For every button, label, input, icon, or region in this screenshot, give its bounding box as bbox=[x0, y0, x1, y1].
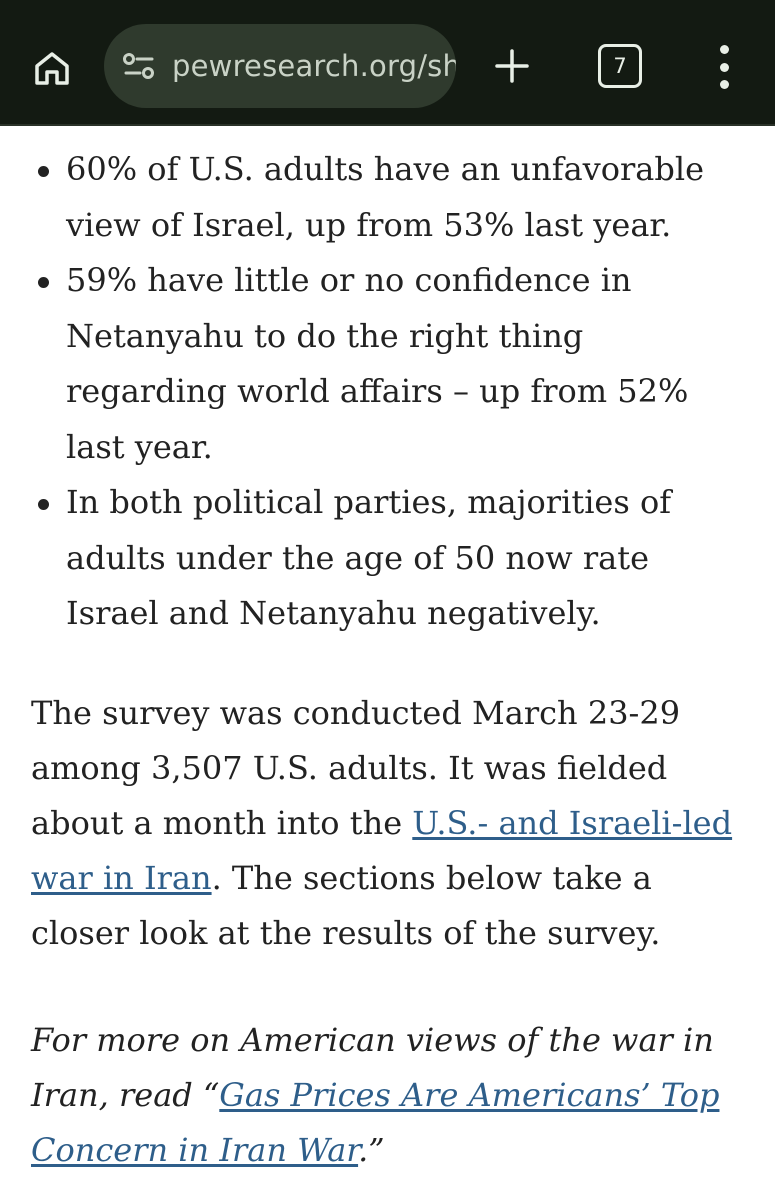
plus-icon bbox=[495, 49, 529, 83]
home-button[interactable] bbox=[22, 38, 82, 98]
more-vert-icon[interactable] bbox=[702, 40, 746, 94]
bullet-dot bbox=[38, 499, 49, 510]
list-item: 60% of U.S. adults have an unfavorable v… bbox=[0, 142, 775, 253]
war-in-iran-link[interactable]: U.S.- and Israeli-led war in Iran bbox=[31, 804, 733, 897]
bullet-dot bbox=[38, 166, 49, 177]
list-item: In both political parties, majorities of… bbox=[0, 475, 775, 642]
tab-switcher-icon[interactable]: 7 bbox=[598, 44, 642, 88]
url-text[interactable]: pewresearch.org/sho bbox=[172, 49, 456, 83]
tab-count: 7 bbox=[613, 54, 627, 78]
menu-dot bbox=[719, 80, 729, 89]
gas-prices-article-link[interactable]: Gas Prices Are Americans’ Top Concern in… bbox=[31, 1076, 720, 1169]
browser-toolbar: pewresearch.org/sho 7 bbox=[0, 0, 775, 126]
address-bar[interactable]: pewresearch.org/sho bbox=[104, 24, 456, 108]
home-icon bbox=[35, 52, 69, 85]
more-reading-paragraph: For more on American views of the war in… bbox=[31, 1013, 751, 1178]
survey-text-end: . The sections below take a closer look … bbox=[31, 859, 661, 952]
menu-dot bbox=[719, 62, 729, 72]
new-tab-button[interactable] bbox=[486, 38, 538, 94]
list-item-text: 59% have little or no confidence in Neta… bbox=[66, 261, 689, 466]
list-item-text: 60% of U.S. adults have an unfavorable v… bbox=[66, 150, 705, 244]
more-text-end: .” bbox=[358, 1131, 385, 1169]
list-item-text: In both political parties, majorities of… bbox=[66, 483, 672, 632]
more-text-start: For more on American views of the war in… bbox=[31, 1021, 714, 1114]
list-item: 59% have little or no confidence in Neta… bbox=[0, 253, 775, 475]
tune-icon[interactable] bbox=[122, 49, 156, 83]
survey-paragraph: The survey was conducted March 23-29 amo… bbox=[31, 686, 751, 961]
menu-dot bbox=[719, 45, 729, 54]
key-findings-list: 60% of U.S. adults have an unfavorable v… bbox=[0, 142, 775, 642]
survey-text-start: The survey was conducted March 23-29 amo… bbox=[31, 694, 681, 842]
bullet-dot bbox=[38, 277, 49, 288]
